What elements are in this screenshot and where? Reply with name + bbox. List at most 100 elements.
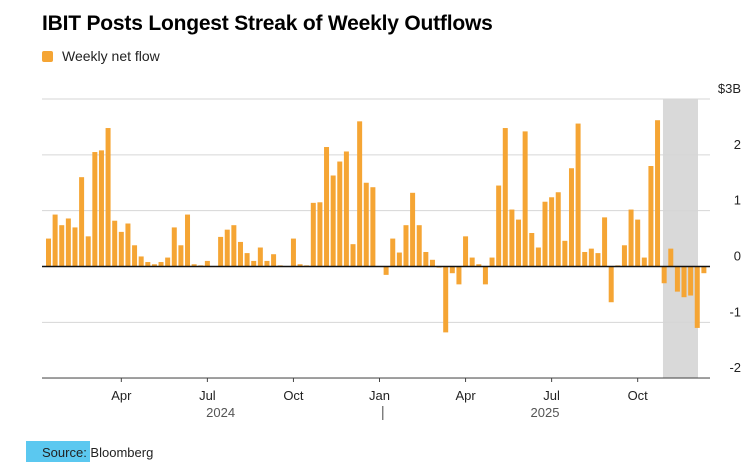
bar — [549, 197, 555, 267]
bar — [701, 266, 707, 274]
bar — [72, 227, 78, 267]
bar — [244, 253, 250, 267]
bar — [449, 266, 455, 274]
bar — [251, 260, 257, 267]
bar — [118, 231, 124, 267]
bar — [469, 257, 475, 267]
bar — [357, 121, 363, 267]
bar — [568, 168, 574, 267]
bar — [92, 152, 98, 267]
bar — [516, 219, 522, 267]
bar — [370, 187, 376, 267]
bar — [158, 262, 164, 267]
x-tick-label: Apr — [455, 388, 476, 403]
y-tick-label: -1 — [729, 304, 741, 319]
bar — [204, 260, 210, 267]
bar — [350, 244, 356, 267]
bar — [608, 266, 614, 303]
bar — [237, 241, 243, 267]
bar — [674, 266, 680, 292]
bar — [165, 257, 171, 267]
bar — [522, 131, 528, 267]
y-tick-label: 2 — [734, 137, 741, 152]
bar — [456, 266, 462, 285]
x-tick-label: Jan — [369, 388, 390, 403]
bar — [310, 202, 316, 267]
bar — [132, 245, 138, 267]
bar — [218, 236, 224, 267]
bar — [595, 253, 601, 267]
chart-title: IBIT Posts Longest Streak of Weekly Outf… — [42, 12, 493, 35]
bar — [171, 227, 177, 267]
bar — [138, 256, 144, 267]
bar — [59, 225, 65, 267]
bar — [423, 251, 429, 267]
bar — [463, 236, 469, 267]
bar — [178, 245, 184, 267]
x-tick-label: Jul — [543, 388, 560, 403]
bar — [383, 266, 389, 275]
bar — [555, 192, 561, 267]
bar — [52, 214, 58, 267]
bar — [290, 238, 296, 267]
bar — [529, 233, 535, 267]
bar — [410, 192, 416, 267]
bar — [257, 247, 263, 267]
bar — [65, 218, 71, 267]
source-note: Source: Bloomberg — [26, 441, 154, 462]
bar — [330, 175, 336, 267]
bar — [602, 217, 608, 267]
bar — [191, 264, 197, 267]
bar — [85, 236, 91, 267]
bar — [317, 202, 323, 267]
bar — [396, 252, 402, 267]
bar — [145, 262, 151, 267]
x-tick-label: Oct — [628, 388, 649, 403]
bar — [185, 214, 191, 267]
bar — [688, 266, 694, 296]
y-tick-label: $3B — [718, 81, 741, 96]
bar — [635, 219, 641, 267]
y-tick-label: 1 — [734, 193, 741, 208]
bar — [668, 248, 674, 267]
bar — [628, 209, 634, 267]
x-tick-label: Jul — [199, 388, 216, 403]
y-tick-label: -2 — [729, 360, 741, 375]
bar — [390, 238, 396, 267]
bar — [588, 248, 594, 267]
legend: Weekly net flow — [42, 48, 160, 64]
bar — [224, 229, 230, 267]
bar — [694, 266, 700, 328]
bar — [363, 182, 369, 267]
x-tick-label: Oct — [283, 388, 304, 403]
bar — [496, 185, 502, 267]
bar — [79, 177, 85, 267]
bar — [343, 151, 349, 267]
bar — [231, 225, 237, 267]
bar — [621, 245, 627, 267]
source-text: : Bloomberg — [83, 445, 154, 460]
y-tick-label: 0 — [734, 249, 741, 264]
legend-label: Weekly net flow — [62, 48, 160, 64]
year-label: 2025 — [531, 405, 560, 420]
bar — [575, 123, 581, 267]
bar — [297, 264, 303, 267]
bar — [641, 257, 647, 267]
bar — [112, 220, 118, 267]
year-label: 2024 — [206, 405, 235, 420]
highlight-region — [662, 99, 698, 378]
bar — [648, 166, 654, 267]
bar — [482, 266, 488, 285]
bar — [489, 257, 495, 267]
legend-swatch — [42, 50, 53, 62]
bar — [125, 223, 131, 267]
bar — [681, 266, 687, 298]
bar — [535, 247, 541, 267]
bar — [562, 240, 568, 267]
bar — [151, 264, 157, 267]
source-prefix: Source — [42, 445, 84, 460]
bar — [46, 238, 51, 267]
bar — [105, 128, 111, 267]
bar — [403, 225, 409, 267]
